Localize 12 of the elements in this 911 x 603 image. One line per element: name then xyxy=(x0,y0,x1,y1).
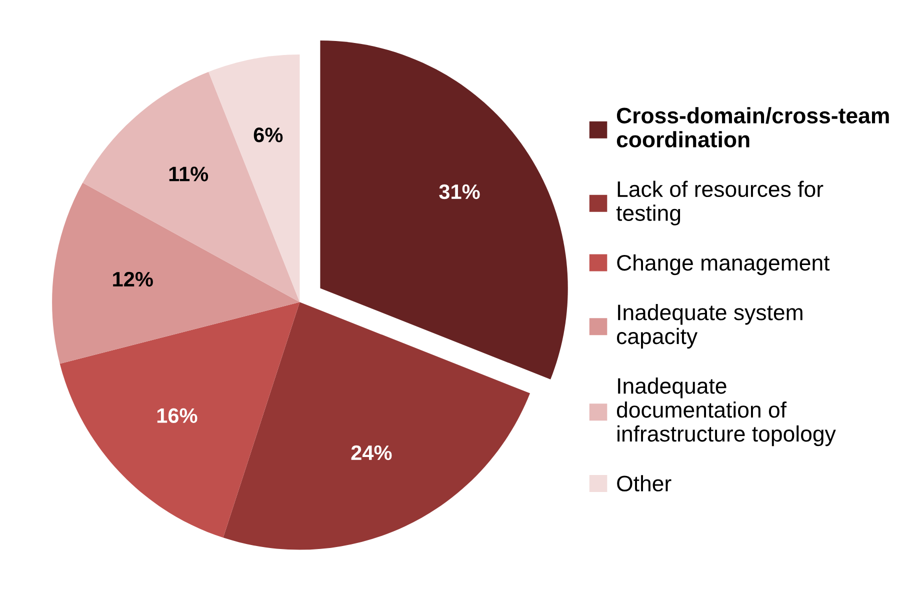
legend-label: Change management xyxy=(617,254,830,276)
data-label: 11% xyxy=(169,166,208,182)
legend-label: Inadequate system capacity xyxy=(616,304,802,349)
legend-label: Cross-domain/cross-team coordination xyxy=(616,107,889,148)
data-label: 24% xyxy=(351,445,392,460)
legend-label: Other xyxy=(617,475,672,492)
data-label: 31% xyxy=(439,184,480,200)
data-label: 6% xyxy=(254,128,283,142)
data-label: 16% xyxy=(157,408,198,424)
legend-label: Inadequate documentation of infrastructure topology xyxy=(616,378,836,446)
legend-label: Lack of resources for testing xyxy=(616,180,824,226)
data-label: 12% xyxy=(113,272,153,287)
